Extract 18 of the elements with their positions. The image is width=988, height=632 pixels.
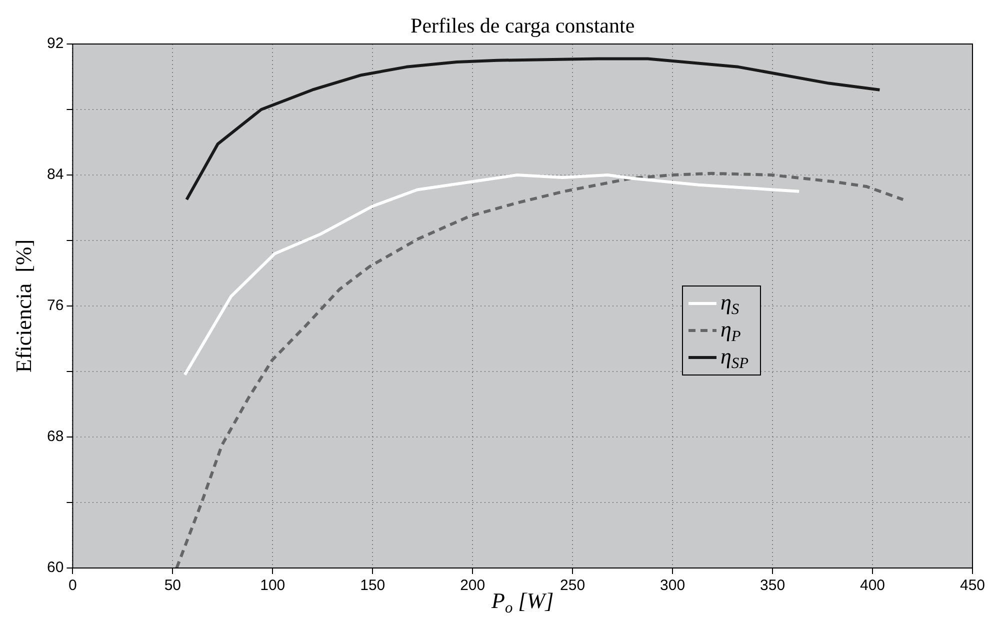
y-tick-label: 60 — [46, 559, 64, 576]
x-tick-label: 300 — [660, 577, 686, 594]
x-tick-label: 400 — [860, 577, 886, 594]
chart-title: Perfiles de carga constante — [410, 14, 635, 38]
y-tick-label: 76 — [46, 297, 64, 314]
x-tick-label: 100 — [260, 577, 286, 594]
x-tick-label: 50 — [164, 577, 182, 594]
line-series — [175, 172, 905, 568]
x-tick-label: 150 — [360, 577, 386, 594]
y-axis-title: Eficiencia [%] — [10, 239, 36, 373]
x-tick-label: 350 — [760, 577, 786, 594]
y-tick-label: 84 — [46, 166, 64, 184]
y-tick-label: 92 — [46, 35, 64, 52]
x-tick-label: 250 — [560, 577, 586, 594]
x-tick-label: 200 — [460, 577, 486, 594]
y-tick-label: 68 — [46, 428, 64, 446]
x-tick-label: 450 — [960, 577, 985, 594]
x-tick-label: 0 — [68, 577, 77, 594]
